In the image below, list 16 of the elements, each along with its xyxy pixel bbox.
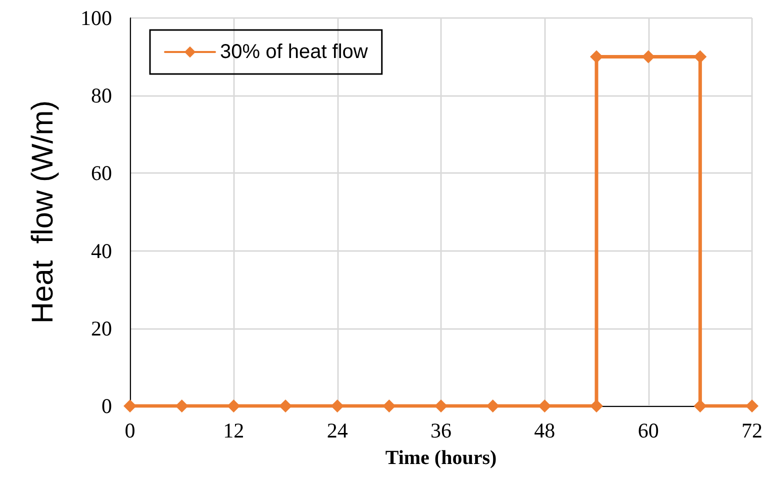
x-tick-label: 60 — [638, 418, 659, 442]
x-tick-label: 36 — [430, 418, 452, 442]
y-tick-label: 60 — [91, 161, 112, 186]
y-tick-label: 100 — [80, 6, 112, 30]
y-tick-label: 80 — [91, 84, 112, 108]
x-tick-label: 72 — [742, 418, 762, 442]
y-tick-label: 40 — [91, 238, 112, 263]
y-tick-label: 20 — [91, 316, 112, 340]
y-tick-label: 0 — [102, 394, 112, 418]
x-tick-label: 48 — [534, 418, 556, 442]
x-tick-label: 12 — [223, 418, 244, 442]
y-axis-title: Heat flow (W/m) — [26, 100, 60, 324]
legend-label: 30% of heat flow — [220, 41, 368, 63]
x-axis-title: Time (hours) — [385, 447, 497, 469]
x-tick-label: 0 — [124, 418, 136, 442]
x-tick-label: 24 — [326, 418, 348, 442]
